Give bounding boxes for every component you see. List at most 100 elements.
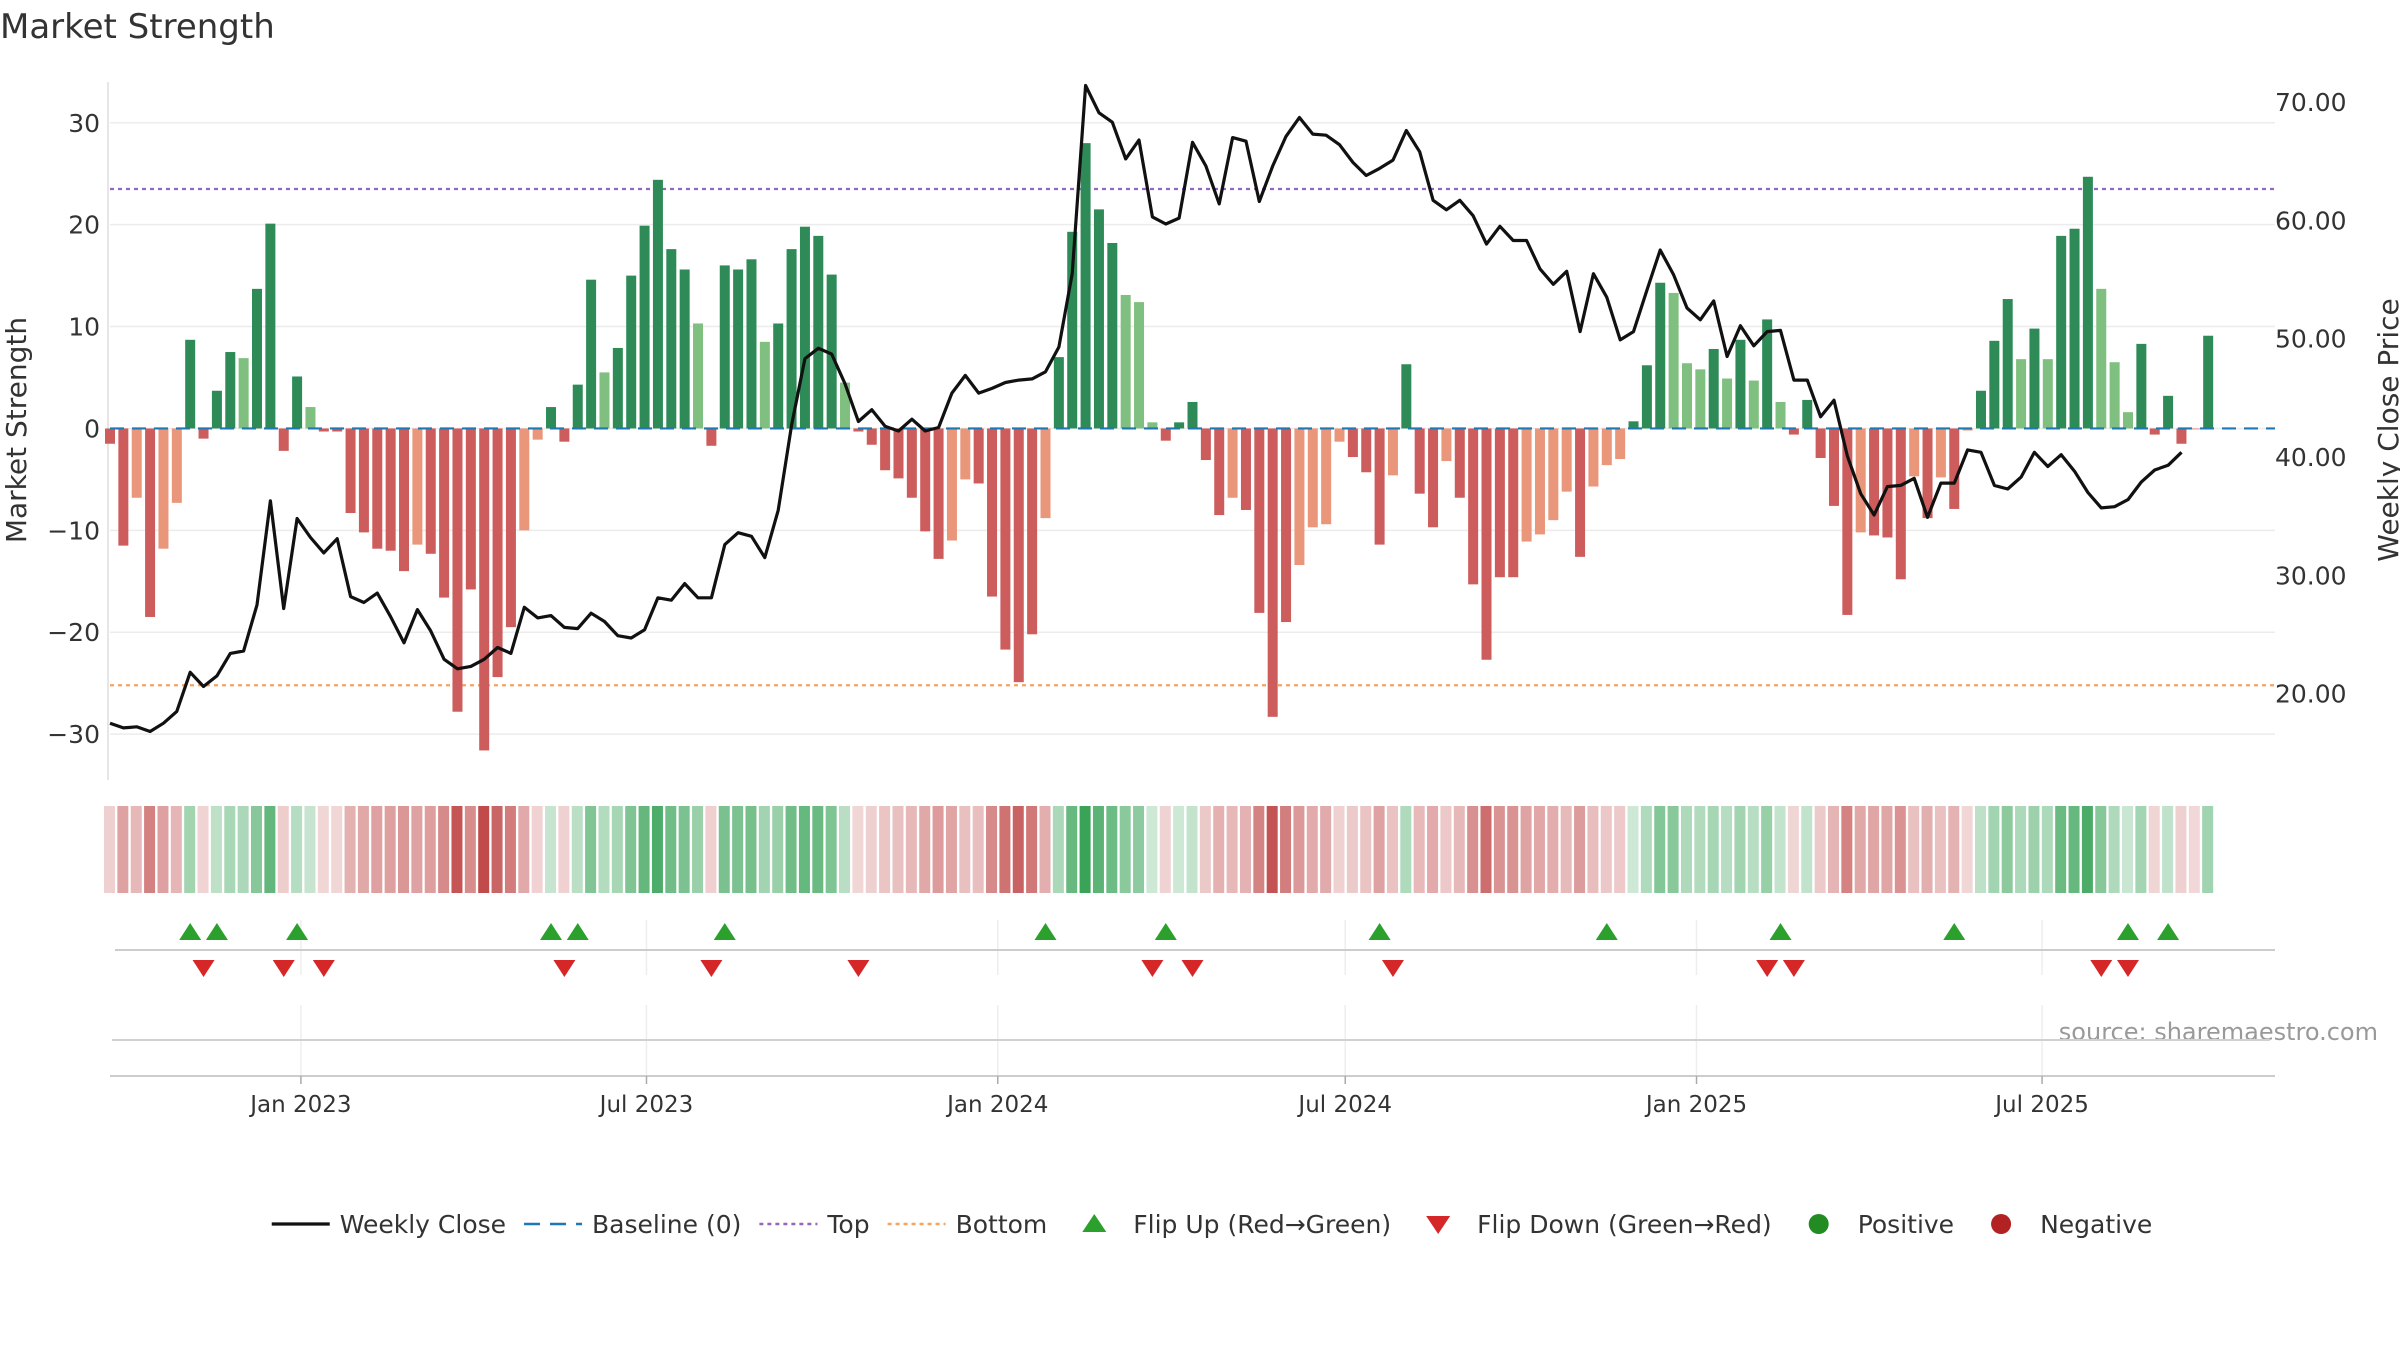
heat-cell bbox=[398, 806, 410, 893]
strength-bar bbox=[1481, 428, 1492, 660]
heat-cell bbox=[1640, 806, 1652, 893]
flip-down-marker bbox=[2116, 960, 2139, 977]
strength-bar bbox=[198, 428, 209, 439]
heat-cell bbox=[1560, 806, 1572, 893]
flip-down-marker bbox=[1381, 960, 1404, 977]
heat-cell bbox=[1213, 806, 1225, 893]
strength-bar bbox=[2042, 359, 2053, 429]
strength-bar bbox=[532, 428, 543, 440]
flip-up-marker bbox=[1034, 923, 1057, 940]
strength-bar bbox=[1534, 428, 1545, 535]
heat-cell bbox=[1614, 806, 1626, 893]
right-tick-label: 30.00 bbox=[2275, 561, 2347, 590]
strength-bar bbox=[1187, 401, 1198, 429]
heat-cell bbox=[611, 806, 623, 893]
heat-cell bbox=[504, 806, 516, 893]
strength-bar bbox=[559, 428, 570, 442]
source-label: source: sharemaestro.com bbox=[2059, 1018, 2378, 1046]
strength-bar bbox=[1828, 428, 1839, 506]
strength-bar bbox=[2176, 428, 2187, 444]
strength-bar bbox=[773, 323, 784, 429]
heat-cell bbox=[2148, 806, 2160, 893]
heat-cell bbox=[1106, 806, 1118, 893]
heat-cell bbox=[758, 806, 770, 893]
heat-cell bbox=[357, 806, 369, 893]
heat-cell bbox=[197, 806, 209, 893]
strength-bar bbox=[318, 428, 329, 432]
strength-bar bbox=[1387, 428, 1398, 476]
heat-cell bbox=[1400, 806, 1412, 893]
heat-cell bbox=[264, 806, 276, 893]
heat-cell bbox=[986, 806, 998, 893]
heat-cell bbox=[1360, 806, 1372, 893]
strength-bar bbox=[2122, 412, 2133, 429]
flip-up-marker bbox=[1769, 923, 1792, 940]
heat-cell bbox=[2041, 806, 2053, 893]
heat-strip bbox=[104, 806, 2214, 893]
heat-cell bbox=[1734, 806, 1746, 893]
strength-bar bbox=[225, 352, 236, 429]
heat-cell bbox=[1493, 806, 1505, 893]
strength-bar bbox=[1748, 380, 1759, 429]
heat-cell bbox=[1854, 806, 1866, 893]
strength-bar bbox=[158, 428, 169, 549]
left-tick-label: −10 bbox=[47, 516, 100, 545]
strength-bar bbox=[2082, 176, 2093, 429]
heat-cell bbox=[1868, 806, 1880, 893]
strength-bar bbox=[2029, 328, 2040, 429]
strength-bar bbox=[2149, 428, 2160, 435]
strength-bar bbox=[826, 274, 837, 429]
heat-cell bbox=[478, 806, 490, 893]
left-tick-label: 20 bbox=[68, 211, 100, 240]
heat-cell bbox=[839, 806, 851, 893]
heat-cell bbox=[1908, 806, 1920, 893]
heat-cell bbox=[1721, 806, 1733, 893]
heat-cell bbox=[1146, 806, 1158, 893]
strength-bar bbox=[412, 428, 423, 545]
strength-bar bbox=[1655, 282, 1666, 429]
heat-cell bbox=[1507, 806, 1519, 893]
strength-bar bbox=[238, 358, 249, 429]
strength-bar bbox=[786, 249, 797, 429]
strength-bar bbox=[1869, 428, 1880, 536]
strength-bar bbox=[425, 428, 436, 554]
strength-bar bbox=[626, 275, 637, 429]
strength-bar bbox=[1815, 428, 1826, 459]
heat-cell bbox=[170, 806, 182, 893]
heat-cell bbox=[959, 806, 971, 893]
heat-cell bbox=[251, 806, 263, 893]
strength-bar bbox=[1895, 428, 1906, 580]
heat-cell bbox=[1694, 806, 1706, 893]
strength-bar bbox=[1454, 428, 1465, 498]
strength-bar bbox=[1040, 428, 1051, 519]
strength-bar bbox=[131, 428, 142, 498]
strength-bar bbox=[278, 428, 289, 451]
heat-cell bbox=[224, 806, 236, 893]
x-tick-label: Jan 2023 bbox=[248, 1092, 351, 1118]
strength-bar bbox=[1935, 428, 1946, 478]
heat-cell bbox=[1173, 806, 1185, 893]
strength-bar bbox=[1361, 428, 1372, 473]
strength-bar bbox=[1414, 428, 1425, 494]
legend-label: Bottom bbox=[956, 1210, 1048, 1239]
strength-bar bbox=[733, 269, 744, 429]
heat-cell bbox=[651, 806, 663, 893]
heat-cell bbox=[1226, 806, 1238, 893]
strength-bar bbox=[2096, 288, 2107, 429]
weekly-close-layer bbox=[109, 83, 2183, 734]
strength-bar bbox=[452, 428, 463, 712]
strength-bar bbox=[1134, 302, 1145, 429]
strength-bar bbox=[1027, 428, 1038, 635]
heat-cell bbox=[2108, 806, 2120, 893]
strength-bar bbox=[1775, 401, 1786, 429]
heat-cell bbox=[1988, 806, 2000, 893]
strength-bar bbox=[1708, 348, 1719, 429]
heat-cell bbox=[1333, 806, 1345, 893]
strength-bar bbox=[933, 428, 944, 559]
left-tick-label: 10 bbox=[68, 313, 100, 342]
strength-bar bbox=[1267, 428, 1278, 717]
strength-bar bbox=[519, 428, 530, 531]
strength-bar bbox=[679, 269, 690, 429]
heat-cell bbox=[518, 806, 530, 893]
flip-up-marker bbox=[540, 923, 563, 940]
